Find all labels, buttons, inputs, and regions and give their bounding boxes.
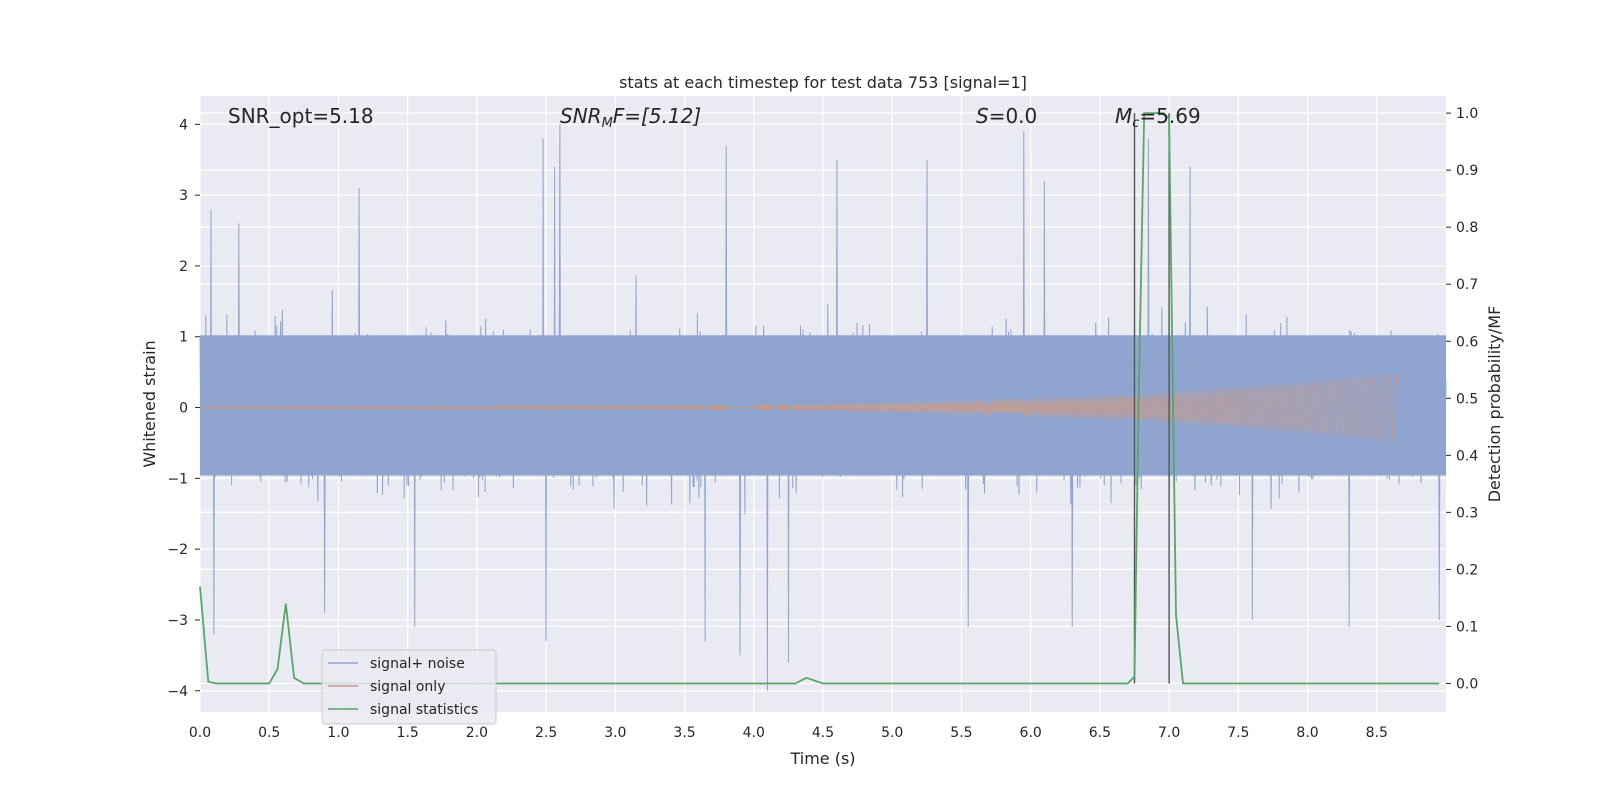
x-tick-label: 0.5 [258,725,280,741]
y-right-tick-label: 0.8 [1456,220,1478,236]
x-tick-label: 8.5 [1366,725,1388,741]
y-left-tick-label: −4 [167,684,188,700]
annotation-s-prefix: S [976,104,989,128]
annotation-snr-mf-suffix: F=[5.12] [613,104,701,128]
x-tick-label: 0.0 [189,725,211,741]
x-tick-label: 3.5 [673,725,695,741]
x-tick-label: 4.0 [743,725,765,741]
annotation-snr-mf-sub: M [602,116,613,131]
y-right-tick-label: 0.2 [1456,562,1478,578]
legend: signal+ noise signal only signal statist… [321,649,497,725]
signal-only-line [199,371,1399,442]
x-tick-label: 7.0 [1158,725,1180,741]
legend-box [321,649,497,725]
y-left-tick-label: 4 [179,117,188,133]
y-left-tick-label: 2 [179,259,188,275]
legend-label-signal-noise: signal+ noise [370,656,465,672]
y-left-tick-label: 3 [179,188,188,204]
y-left-tick-label: 1 [179,330,188,346]
annotation-snr-mf: SNRMF=[5.12] [560,104,701,131]
x-tick-label: 1.5 [397,725,419,741]
y-right-tick-label: 0.3 [1456,505,1478,521]
annotation-mc-sub: c [1132,116,1139,131]
x-tick-label: 6.0 [1020,725,1042,741]
y-left-axis-label: Whitened strain [140,340,159,467]
x-tick-label: 2.0 [466,725,488,741]
y-right-axis-label: Detection probability/MF [1485,306,1504,503]
legend-label-signal-only: signal only [370,679,445,695]
annotation-snr-opt: SNR_opt=5.18 [228,104,374,128]
y-right-tick-label: 1.0 [1456,106,1478,122]
x-tick-label: 4.5 [812,725,834,741]
y-right-tick-label: 0.7 [1456,277,1478,293]
signal-only-series [199,371,1399,442]
x-tick-label: 6.5 [1089,725,1111,741]
y-left-tick-label: 0 [179,401,188,417]
annotation-mc-suffix: =5.69 [1139,104,1200,128]
y-right-tick-label: 0.9 [1456,163,1478,179]
x-axis-label: Time (s) [789,749,855,768]
x-tick-label: 5.5 [950,725,972,741]
annotation-s-suffix: =0.0 [989,104,1038,128]
signal-statistics-series [199,112,1440,685]
annotation-mc: Mc=5.69 [1115,104,1201,131]
chart-title: stats at each timestep for test data 753… [619,73,1027,92]
y-right-tick-label: 0.0 [1456,676,1478,692]
x-tick-label: 5.0 [881,725,903,741]
y-right-tick-label: 0.1 [1456,619,1478,635]
y-right-axis-ticks: 1.0 0.9 0.8 0.7 0.6 0.5 0.4 0.3 0.2 0.1 0.0 [1446,106,1478,692]
annotation-mc-prefix: M [1115,104,1132,128]
y-left-tick-label: −1 [167,471,188,487]
y-right-tick-label: 0.4 [1456,448,1478,464]
y-left-axis-ticks: 4 3 2 1 0 −1 −2 −3 −4 [167,117,200,700]
annotation-snr-mf-prefix: SNR [560,104,602,128]
y-right-tick-label: 0.5 [1456,391,1478,407]
annotation-s: S=0.0 [976,104,1037,128]
x-tick-label: 1.0 [327,725,349,741]
legend-label-signal-statistics: signal statistics [370,702,478,718]
y-left-tick-label: −3 [167,613,188,629]
x-tick-label: 3.0 [604,725,626,741]
signal-statistics-line [199,112,1440,685]
x-tick-label: 7.5 [1227,725,1249,741]
y-right-tick-label: 0.6 [1456,334,1478,350]
x-tick-label: 8.0 [1296,725,1318,741]
x-tick-label: 2.5 [535,725,557,741]
vertical-markers [1133,113,1170,684]
y-left-tick-label: −2 [167,542,188,558]
x-axis-ticks: 0.0 0.5 1.0 1.5 2.0 2.5 3.0 3.5 4.0 4.5 5.0 5.5 6.0 6… [189,725,1388,741]
